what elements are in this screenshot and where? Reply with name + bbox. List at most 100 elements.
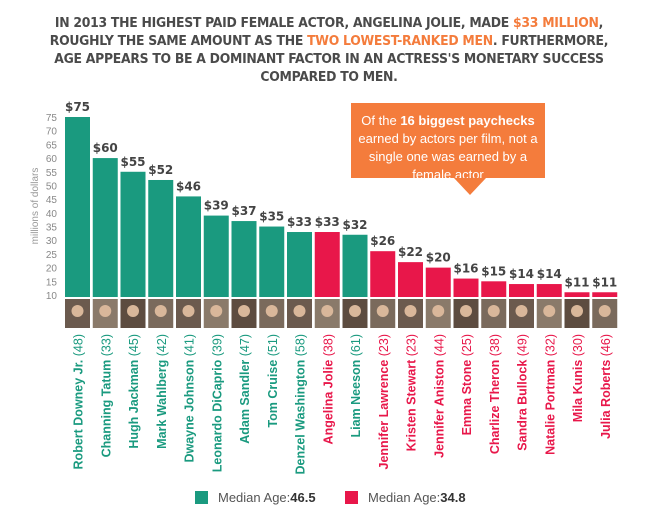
actor-label: Jennifer Aniston (44) (432, 334, 446, 458)
actor-photo-face (210, 305, 223, 317)
legend-swatch-male (195, 491, 208, 504)
bar (314, 232, 340, 297)
actor-label: Julia Roberts (46) (599, 334, 613, 439)
actor-photo-face (293, 305, 306, 317)
legend-female: Median Age: 34.8 (345, 490, 466, 505)
actor-photo-face (154, 305, 167, 317)
bar (509, 284, 534, 297)
title-text: . FURTHERMORE, AGE APPEARS TO BE A DOMIN… (54, 33, 609, 85)
y-tick-label: 60 (46, 154, 58, 165)
actor-age: (48) (72, 334, 86, 356)
actor-photo-face (543, 305, 556, 317)
actor-age: (44) (432, 334, 446, 356)
actor-age: (38) (321, 334, 335, 356)
data-label: $75 (65, 100, 90, 114)
bar (370, 251, 396, 297)
actor-label: Kristen Stewart (23) (405, 334, 419, 451)
actor-photo-face (238, 305, 250, 317)
actor-photo-face (432, 305, 445, 317)
actor-label: Sandra Bullock (49) (516, 334, 530, 451)
y-tick-label: 40 (46, 209, 58, 220)
actor-photo-face (487, 305, 500, 317)
y-tick-label: 15 (46, 277, 58, 288)
actor-age: (39) (210, 334, 224, 356)
data-label: $16 (453, 262, 478, 276)
legend-value: 34.8 (440, 490, 466, 505)
actor-age: (49) (516, 334, 530, 356)
actor-photo-face (571, 305, 583, 317)
title-highlight: $33 MILLION (513, 15, 599, 31)
y-tick-label: 35 (46, 223, 58, 234)
y-tick-label: 25 (46, 250, 58, 261)
callout-box: Of the 16 biggest paychecks earned by ac… (351, 103, 545, 195)
data-label: $11 (592, 275, 617, 289)
data-label: $60 (93, 141, 118, 155)
actor-label: Emma Stone (25) (460, 334, 474, 435)
actor-age: (33) (99, 334, 113, 356)
legend-male: Median Age: 46.5 (195, 490, 316, 505)
bar (536, 284, 562, 297)
actor-label: Angelina Jolie (38) (321, 334, 335, 444)
callout-text: earned by actors per film, not a single … (358, 131, 538, 182)
bar (65, 117, 90, 297)
title-highlight: TWO LOWEST-RANKED MEN (307, 33, 493, 49)
title-text: , ROUGHLY THE SAME AMOUNT AS THE (49, 15, 604, 49)
actor-age: (23) (377, 334, 391, 356)
actor-label: Mark Wahlberg (42) (155, 334, 169, 449)
actor-age: (38) (488, 334, 502, 356)
actor-label: Channing Tatum (33) (99, 334, 113, 457)
bar (564, 292, 590, 297)
actor-label: Hugh Jackman (45) (127, 334, 141, 449)
actor-photo-face (321, 305, 334, 317)
y-tick-label: 50 (46, 181, 58, 192)
data-label: $14 (537, 267, 562, 281)
actor-age: (47) (238, 334, 252, 356)
bar (120, 171, 146, 297)
y-tick-label: 45 (46, 195, 58, 206)
actor-label: Robert Downey Jr. (48) (72, 334, 86, 469)
callout-text: Of the (361, 113, 401, 128)
bar (259, 226, 285, 297)
actor-photo-face (127, 305, 139, 317)
actor-age: (25) (460, 334, 474, 356)
actor-age: (46) (599, 334, 613, 356)
y-tick-label: 10 (46, 291, 58, 302)
bar (481, 281, 507, 297)
actor-label: Dwayne Johnson (41) (183, 334, 197, 463)
data-label: $46 (176, 179, 201, 193)
actor-photo-face (349, 305, 361, 317)
actor-label: Natalie Portman (32) (543, 334, 557, 455)
bar (287, 232, 312, 297)
bar (203, 215, 229, 297)
y-tick-label: 55 (46, 168, 58, 179)
actor-label: Jennifer Lawrence (23) (377, 334, 391, 469)
actor-label: Denzel Washington (58) (294, 334, 308, 475)
data-label: $32 (342, 218, 367, 232)
y-tick-label: 70 (46, 127, 58, 138)
actor-label: Tom Cruise (51) (266, 334, 280, 428)
actor-label: Leonardo DiCaprio (39) (210, 334, 224, 472)
title-text: IN 2013 THE HIGHEST PAID FEMALE ACTOR, A… (54, 15, 514, 31)
data-label: $33 (315, 215, 340, 229)
data-label: $20 (426, 251, 451, 265)
bar (592, 292, 618, 297)
data-label: $26 (370, 234, 395, 248)
y-tick-label: 20 (46, 264, 58, 275)
data-label: $15 (481, 264, 506, 278)
bar (398, 262, 423, 297)
legend-label: Median Age: (368, 490, 441, 505)
actor-photo-face (598, 305, 611, 317)
actor-label: Charlize Theron (38) (488, 334, 502, 454)
actor-age: (41) (183, 334, 197, 356)
bar (425, 267, 451, 297)
actor-age: (61) (349, 334, 363, 356)
actor-photo-face (404, 305, 417, 317)
actor-age: (32) (543, 334, 557, 356)
y-tick-label: 65 (46, 140, 58, 151)
actor-age: (23) (405, 334, 419, 356)
actor-photo-face (376, 305, 389, 317)
actor-photo-face (460, 305, 472, 317)
actor-age: (30) (571, 334, 585, 356)
actor-label: Adam Sandler (47) (238, 334, 252, 444)
